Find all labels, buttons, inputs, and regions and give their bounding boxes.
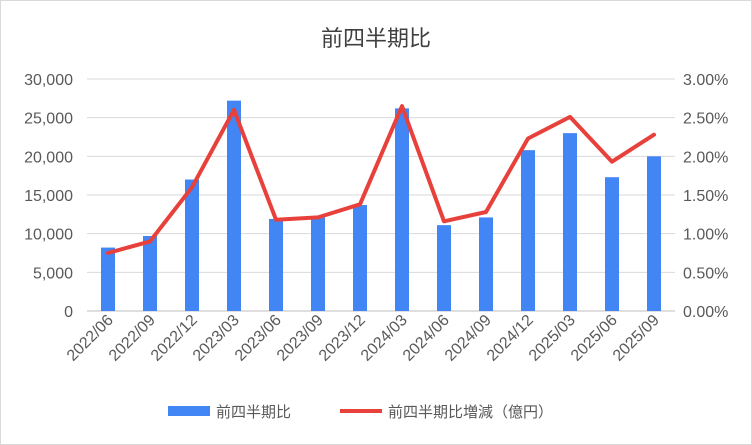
line-path [106,104,656,255]
bar [521,150,535,311]
bar [437,225,451,311]
gridlines [87,78,675,312]
right-tick-label: 2.00% [683,149,728,166]
x-axis-ticks: 2022/062022/092022/122023/032023/062023/… [64,312,663,365]
bar-series [101,100,661,312]
line-series [106,104,656,255]
right-tick-label: 0.00% [683,304,728,321]
bar [563,133,577,311]
left-tick-label: 5,000 [33,265,73,282]
chart-title: 前四半期比 [321,27,431,52]
legend-bar-label: 前四半期比 [216,403,291,421]
bar [227,100,241,311]
bar [311,217,325,311]
right-tick-label: 3.00% [683,72,728,89]
left-tick-label: 25,000 [24,111,73,128]
legend: 前四半期比 前四半期比増減（億円） [168,403,553,421]
left-tick-label: 10,000 [24,227,73,244]
left-tick-label: 20,000 [24,149,73,166]
right-tick-label: 1.50% [683,188,728,205]
left-tick-label: 30,000 [24,72,73,89]
legend-bar-swatch [168,406,210,416]
bar [479,217,493,311]
bar [647,156,661,311]
bar [185,179,199,311]
bar [353,205,367,311]
x-tick-label: 2025/09 [610,312,663,365]
bar [143,235,157,311]
bar [395,108,409,312]
right-tick-label: 2.50% [683,111,728,128]
left-tick-label: 15,000 [24,188,73,205]
left-axis-ticks: 0 5,000 10,000 15,000 20,000 25,000 30,000 [24,72,73,321]
right-axis-ticks: 0.00% 0.50% 1.00% 1.50% 2.00% 2.50% 3.00% [683,72,728,321]
bar [269,218,283,311]
right-tick-label: 1.00% [683,227,728,244]
bar [605,177,619,311]
right-tick-label: 0.50% [683,265,728,282]
bar [101,247,115,311]
legend-line-label: 前四半期比増減（億円） [388,403,553,421]
left-tick-label: 0 [64,304,73,321]
